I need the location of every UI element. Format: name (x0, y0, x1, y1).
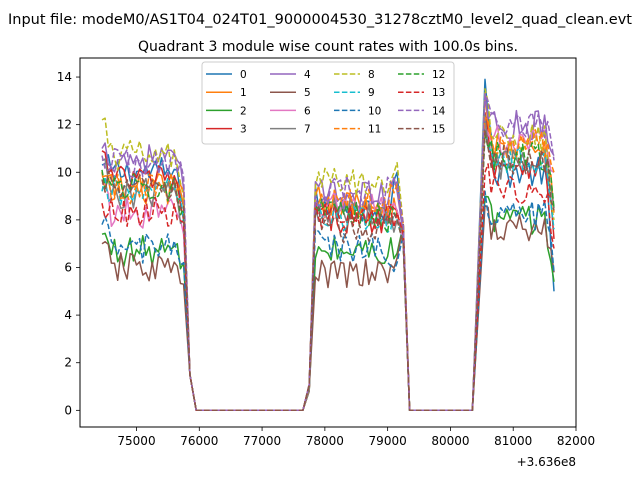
y-tick-label: 4 (64, 308, 72, 322)
legend-label-6: 6 (304, 105, 311, 117)
series-line-15 (101, 128, 555, 412)
series-line-2 (101, 195, 555, 412)
series-line-13 (101, 163, 555, 412)
x-axis-offset-label: +3.636e8 (517, 455, 576, 469)
legend-label-3: 3 (240, 124, 247, 136)
legend-label-15: 15 (432, 124, 445, 136)
legend-label-11: 11 (368, 124, 381, 136)
y-tick-label: 14 (57, 70, 72, 84)
y-tick-label: 2 (64, 356, 72, 370)
x-tick-label: 80000 (431, 434, 469, 448)
series-line-14 (101, 92, 555, 412)
x-tick-label: 81000 (494, 434, 532, 448)
legend-label-10: 10 (368, 105, 381, 117)
y-tick-label: 0 (64, 403, 72, 417)
y-tick-label: 10 (57, 165, 72, 179)
legend-label-9: 9 (368, 87, 375, 99)
legend-label-12: 12 (432, 69, 445, 81)
legend-label-4: 4 (304, 69, 311, 81)
axes-frame (79, 57, 577, 428)
plot-lines (101, 78, 555, 412)
series-line-8 (101, 88, 555, 412)
x-tick-label: 82000 (557, 434, 595, 448)
series-line-12 (101, 133, 555, 412)
legend-label-0: 0 (240, 69, 247, 81)
legend-label-13: 13 (432, 87, 445, 99)
legend-box (201, 61, 455, 145)
x-tick-label: 79000 (369, 434, 407, 448)
x-tick-label: 75000 (117, 434, 155, 448)
y-tick-label: 6 (64, 260, 72, 274)
series-line-10 (101, 190, 555, 412)
axes: 75000 76000 77000 78000 79000 80000 81000 82000… (57, 70, 595, 448)
x-tick-label: 77000 (243, 434, 281, 448)
x-tick-label: 76000 (180, 434, 218, 448)
legend-label-14: 14 (432, 105, 446, 117)
chart-title: Quadrant 3 module wise count rates with … (138, 39, 518, 55)
x-tick-label: 78000 (306, 434, 344, 448)
y-tick-label: 12 (57, 118, 72, 132)
legend-label-5: 5 (304, 87, 311, 99)
figure-suptitle: Input file: modeM0/AS1T04_024T01_9000004… (8, 12, 632, 28)
legend-label-8: 8 (368, 69, 375, 81)
series-line-5 (101, 204, 555, 412)
legend-label-7: 7 (304, 124, 311, 136)
legend-label-1: 1 (240, 87, 247, 99)
y-tick-label: 8 (64, 213, 72, 227)
legend-label-2: 2 (240, 105, 247, 117)
